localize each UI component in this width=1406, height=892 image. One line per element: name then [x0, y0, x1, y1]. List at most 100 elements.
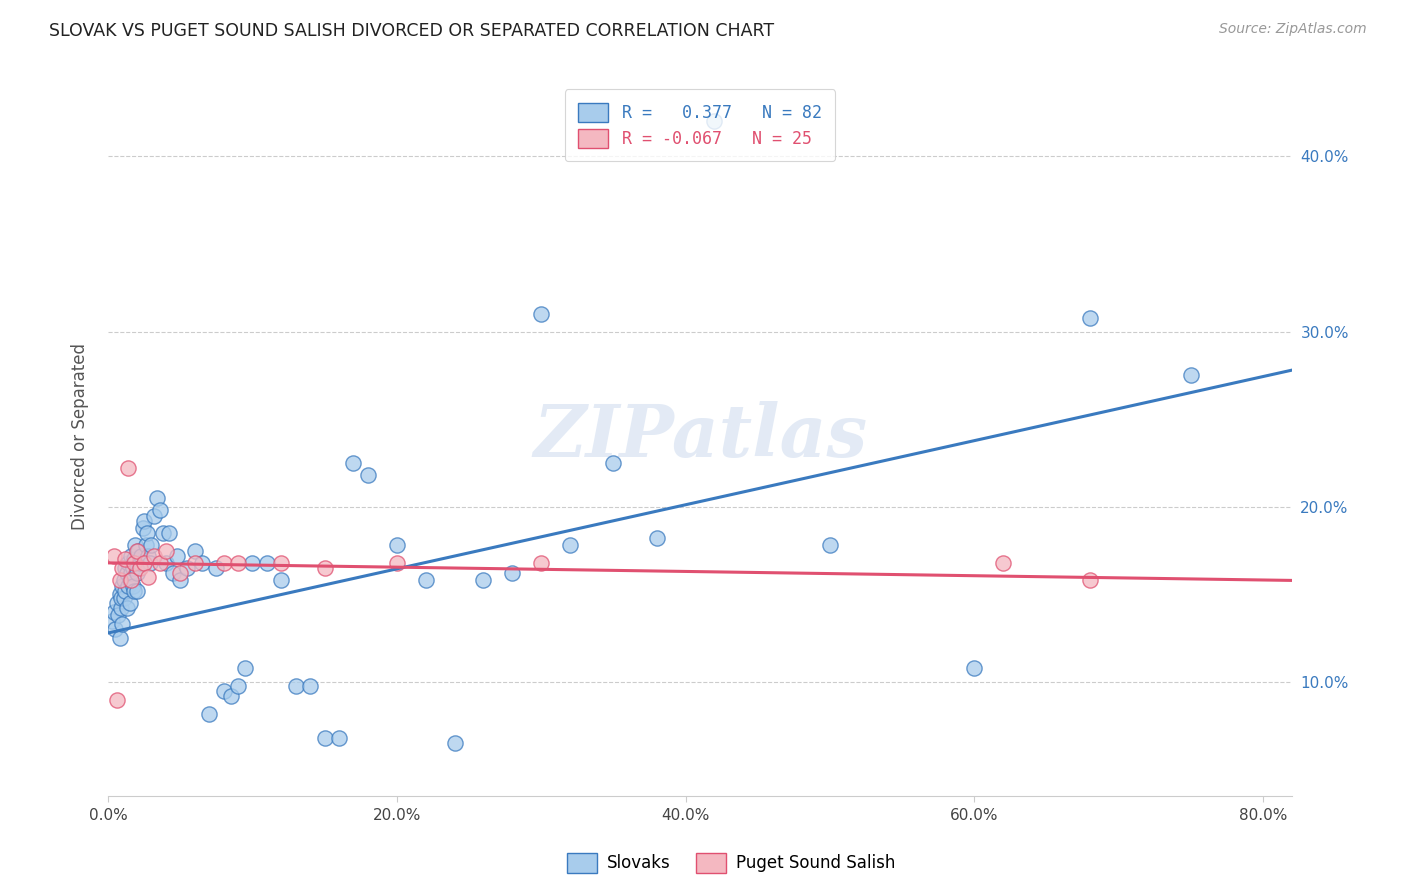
Point	[108, 587, 131, 601]
Point	[120, 574, 142, 588]
Point	[357, 468, 380, 483]
Point	[558, 538, 581, 552]
Point	[993, 556, 1015, 570]
Point	[127, 543, 149, 558]
Point	[212, 683, 235, 698]
Legend: Slovaks, Puget Sound Salish: Slovaks, Puget Sound Salish	[561, 847, 901, 880]
Point	[125, 583, 148, 598]
Point	[284, 679, 307, 693]
Point	[162, 566, 184, 581]
Point	[328, 731, 350, 746]
Point	[121, 561, 143, 575]
Point	[191, 556, 214, 570]
Point	[138, 570, 160, 584]
Point	[443, 736, 465, 750]
Point	[226, 556, 249, 570]
Point	[818, 538, 841, 552]
Point	[103, 549, 125, 563]
Point	[117, 579, 139, 593]
Point	[111, 579, 134, 593]
Point	[132, 556, 155, 570]
Point	[415, 574, 437, 588]
Point	[132, 514, 155, 528]
Point	[226, 679, 249, 693]
Point	[1180, 368, 1202, 383]
Point	[118, 574, 141, 588]
Point	[128, 556, 150, 570]
Point	[125, 543, 148, 558]
Point	[212, 556, 235, 570]
Point	[124, 556, 146, 570]
Point	[963, 661, 986, 675]
Point	[107, 608, 129, 623]
Point	[157, 526, 180, 541]
Point	[155, 543, 177, 558]
Point	[111, 617, 134, 632]
Point	[155, 556, 177, 570]
Point	[115, 601, 138, 615]
Point	[124, 538, 146, 552]
Point	[141, 538, 163, 552]
Point	[1078, 574, 1101, 588]
Point	[169, 574, 191, 588]
Point	[118, 596, 141, 610]
Point	[149, 556, 172, 570]
Point	[121, 579, 143, 593]
Point	[183, 556, 205, 570]
Point	[139, 556, 162, 570]
Text: ZIPatlas: ZIPatlas	[533, 401, 868, 472]
Point	[122, 552, 145, 566]
Point	[135, 538, 157, 552]
Point	[129, 549, 152, 563]
Legend: R =   0.377   N = 82, R = -0.067   N = 25: R = 0.377 N = 82, R = -0.067 N = 25	[565, 89, 835, 161]
Point	[1078, 310, 1101, 325]
Point	[299, 679, 322, 693]
Point	[122, 556, 145, 570]
Point	[472, 574, 495, 588]
Point	[128, 561, 150, 575]
Point	[146, 491, 169, 505]
Point	[256, 556, 278, 570]
Point	[105, 692, 128, 706]
Point	[501, 566, 523, 581]
Point	[120, 549, 142, 563]
Point	[530, 307, 553, 321]
Point	[111, 561, 134, 575]
Text: SLOVAK VS PUGET SOUND SALISH DIVORCED OR SEPARATED CORRELATION CHART: SLOVAK VS PUGET SOUND SALISH DIVORCED OR…	[49, 22, 775, 40]
Point	[270, 574, 292, 588]
Point	[122, 583, 145, 598]
Point	[104, 623, 127, 637]
Point	[112, 574, 135, 588]
Point	[149, 503, 172, 517]
Point	[166, 549, 188, 563]
Point	[114, 583, 136, 598]
Point	[219, 689, 242, 703]
Point	[385, 556, 408, 570]
Point	[108, 574, 131, 588]
Point	[703, 114, 725, 128]
Point	[117, 461, 139, 475]
Point	[110, 601, 132, 615]
Point	[270, 556, 292, 570]
Point	[205, 561, 228, 575]
Point	[136, 526, 159, 541]
Point	[169, 566, 191, 581]
Point	[110, 591, 132, 605]
Point	[242, 556, 264, 570]
Point	[105, 596, 128, 610]
Point	[314, 731, 336, 746]
Point	[645, 532, 668, 546]
Point	[120, 566, 142, 581]
Point	[125, 566, 148, 581]
Point	[143, 508, 166, 523]
Point	[342, 456, 364, 470]
Text: Source: ZipAtlas.com: Source: ZipAtlas.com	[1219, 22, 1367, 37]
Point	[385, 538, 408, 552]
Y-axis label: Divorced or Separated: Divorced or Separated	[72, 343, 89, 530]
Point	[233, 661, 256, 675]
Point	[114, 561, 136, 575]
Point	[138, 549, 160, 563]
Point	[143, 549, 166, 563]
Point	[314, 561, 336, 575]
Point	[108, 632, 131, 646]
